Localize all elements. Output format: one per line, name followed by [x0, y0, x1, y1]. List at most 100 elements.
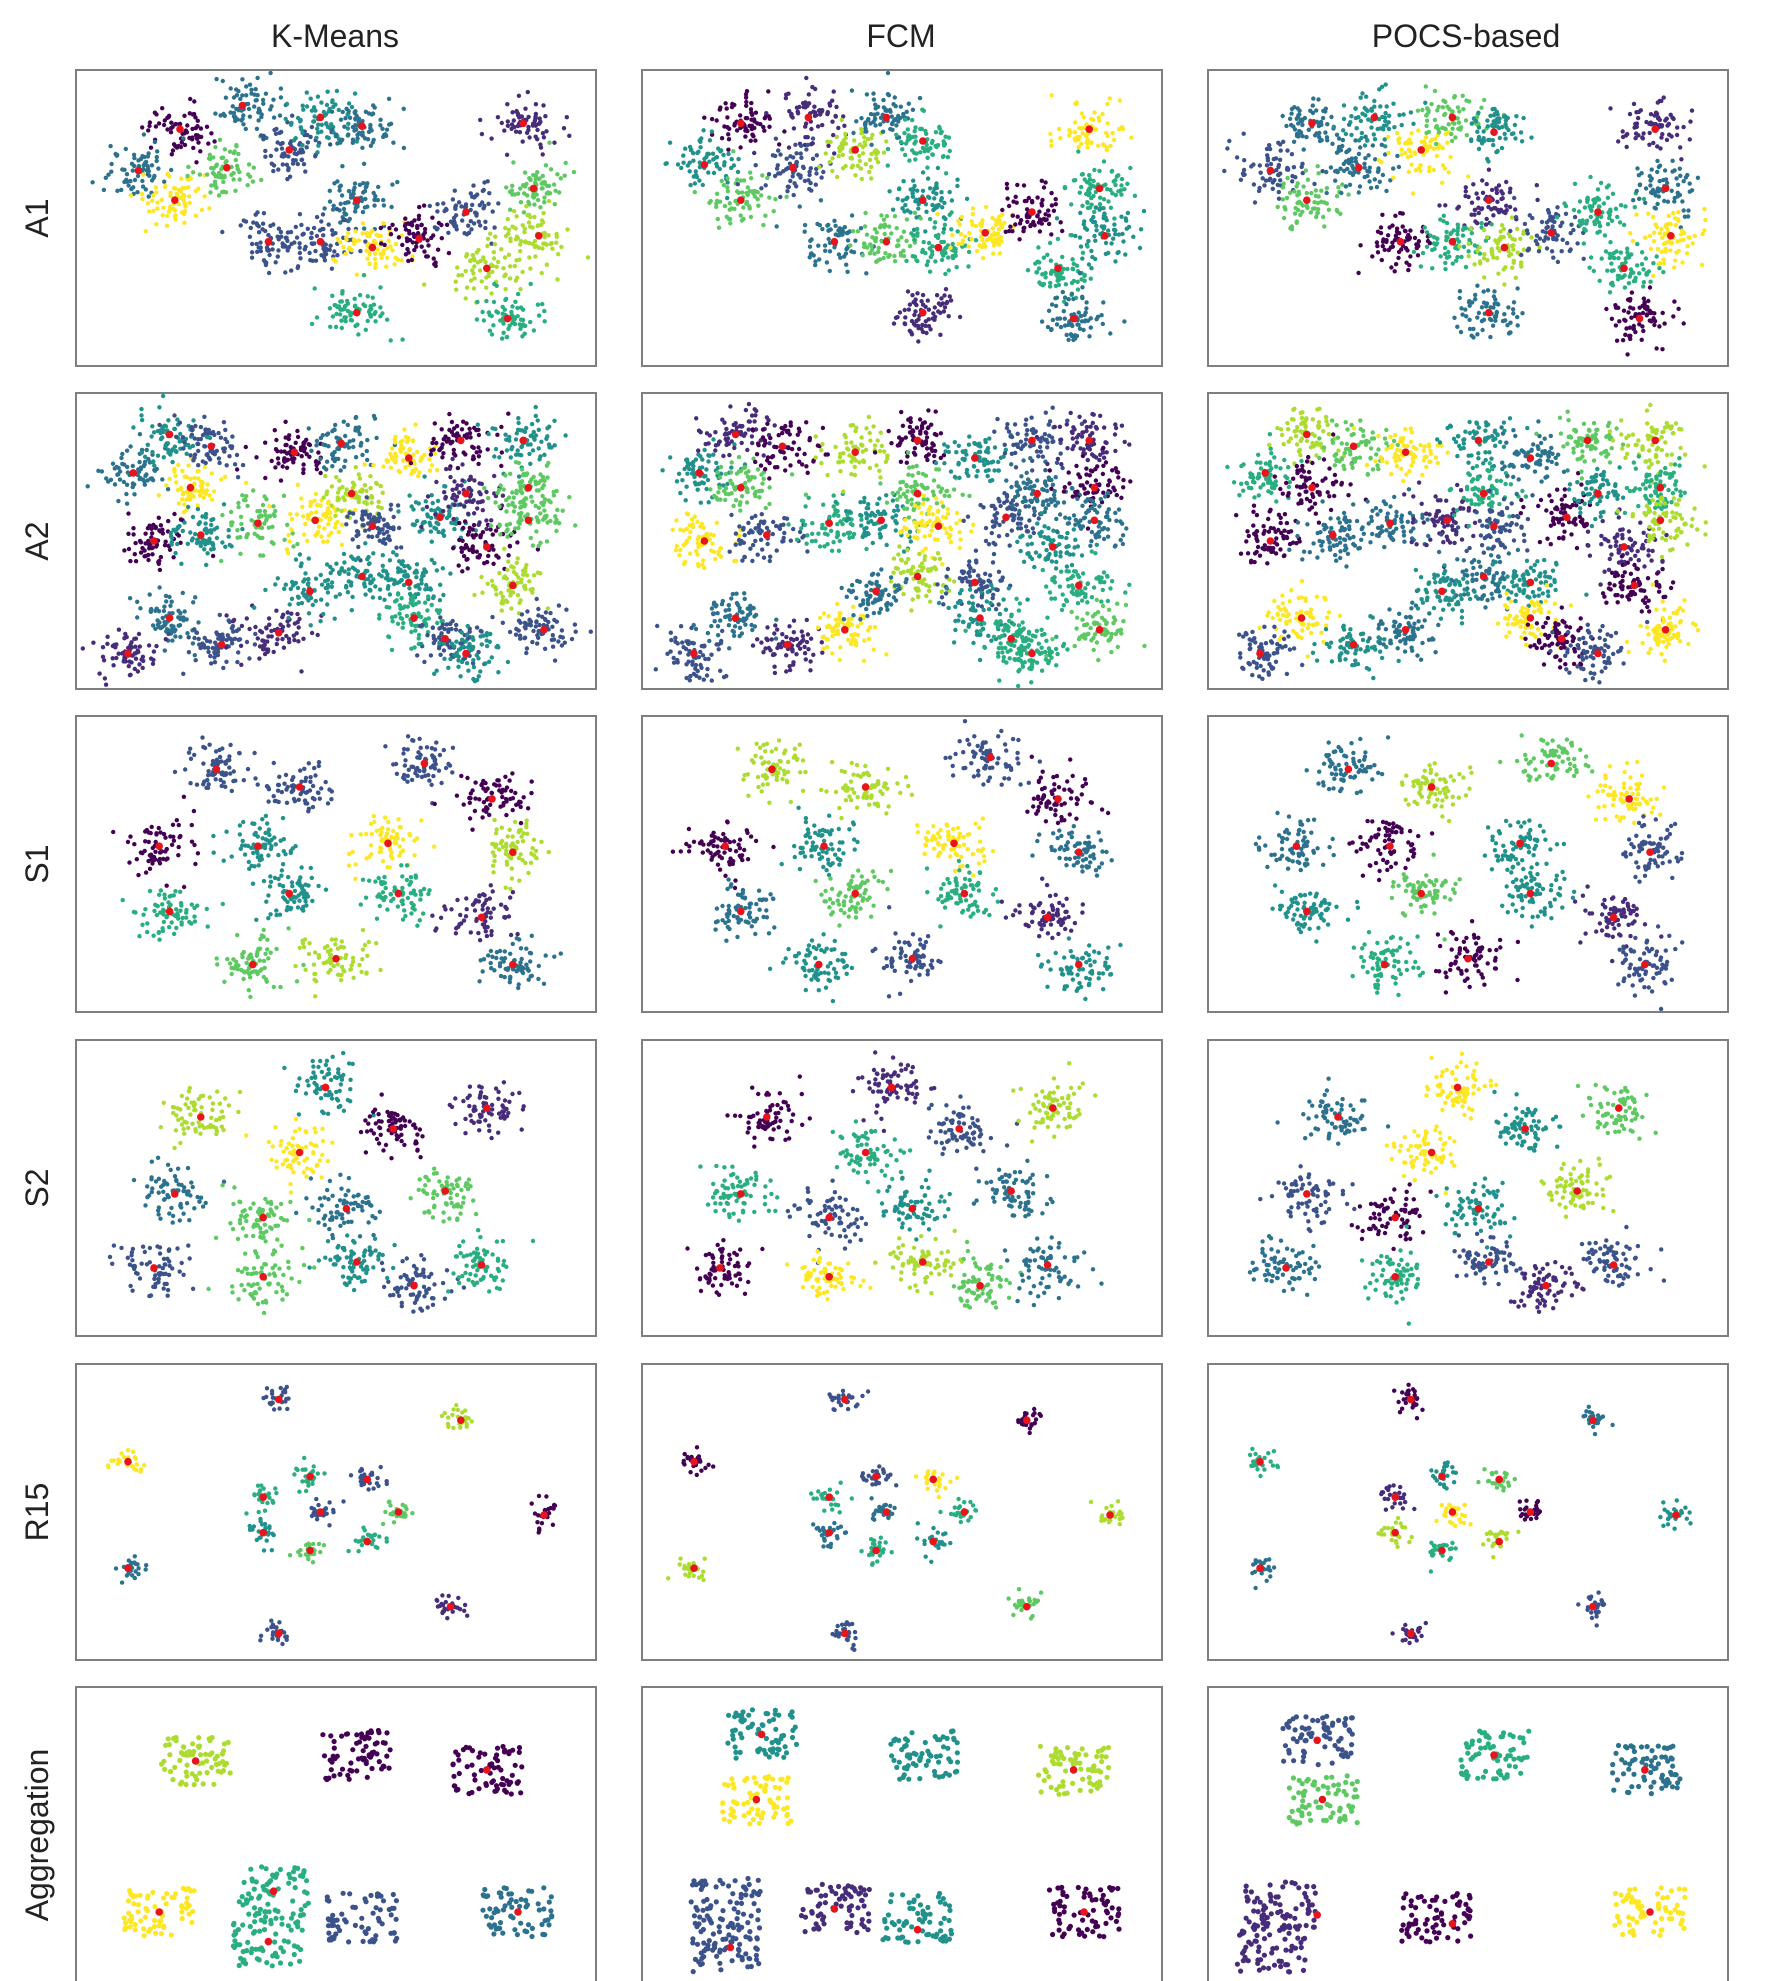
data-point [828, 140, 832, 144]
data-point [328, 142, 332, 146]
data-point [948, 149, 952, 153]
data-point [186, 463, 190, 467]
data-point [254, 455, 258, 459]
data-point [1369, 125, 1373, 129]
data-point [390, 182, 394, 186]
data-point [264, 92, 268, 96]
data-point [862, 135, 866, 139]
data-point [1393, 214, 1397, 218]
data-point [298, 212, 302, 216]
data-point [989, 237, 993, 241]
data-point [1409, 163, 1413, 167]
data-point [244, 481, 248, 485]
data-point [1416, 109, 1420, 113]
data-point [1355, 126, 1359, 130]
data-point [364, 184, 368, 188]
data-point [1534, 239, 1538, 243]
data-point [276, 456, 280, 460]
data-point [767, 125, 771, 129]
data-point [1299, 201, 1303, 205]
data-point [422, 282, 426, 286]
data-point [364, 110, 368, 114]
data-point [1418, 163, 1422, 167]
data-point [1420, 108, 1424, 112]
data-point [1664, 223, 1668, 227]
data-point [162, 180, 166, 184]
data-point [1316, 171, 1320, 175]
data-point [850, 213, 854, 217]
data-point [834, 105, 838, 109]
data-point [1638, 182, 1642, 186]
data-point [156, 429, 160, 433]
data-point [126, 183, 130, 187]
data-point [1480, 139, 1484, 143]
data-point [916, 339, 920, 343]
data-point [283, 270, 287, 274]
data-point [943, 272, 947, 276]
data-point [774, 137, 778, 141]
data-point [282, 458, 286, 462]
data-point [1651, 141, 1655, 145]
data-point [1251, 162, 1255, 166]
data-point [1040, 179, 1044, 183]
data-point [795, 106, 799, 110]
data-point [913, 129, 917, 133]
data-point [916, 206, 920, 210]
data-point [710, 117, 714, 121]
data-point [1503, 132, 1507, 136]
data-point [138, 539, 142, 543]
data-point [1513, 136, 1517, 140]
data-point [301, 104, 305, 108]
data-point [145, 448, 149, 452]
data-point [296, 162, 300, 166]
data-point [804, 147, 808, 151]
data-point [959, 232, 963, 236]
data-point [1296, 115, 1300, 119]
data-point [342, 207, 346, 211]
centroid-marker [317, 238, 325, 246]
data-point [1277, 197, 1281, 201]
data-point [373, 257, 377, 261]
data-point [532, 328, 536, 332]
data-point [1562, 201, 1566, 205]
data-point [341, 110, 345, 114]
data-point [1469, 226, 1473, 230]
data-point [197, 522, 201, 526]
data-point [1622, 318, 1626, 322]
data-point [394, 227, 398, 231]
centroid-marker [1070, 315, 1078, 323]
data-point [300, 131, 304, 135]
data-point [255, 223, 259, 227]
data-point [567, 134, 571, 138]
data-point [372, 138, 376, 142]
data-point [1383, 111, 1387, 115]
centroid-marker [1267, 167, 1275, 175]
data-point [1463, 194, 1467, 198]
data-point [272, 163, 276, 167]
data-point [1463, 307, 1467, 311]
data-point [1485, 157, 1489, 161]
data-point [516, 236, 520, 240]
data-point [371, 296, 375, 300]
data-point [998, 251, 1002, 255]
data-point [162, 123, 166, 127]
data-point [897, 187, 901, 191]
centroid-marker [1501, 244, 1509, 252]
data-point [125, 172, 129, 176]
data-point [341, 218, 345, 222]
data-point [279, 478, 283, 482]
data-point [272, 128, 276, 132]
centroid-marker [1397, 238, 1405, 246]
data-point [1022, 183, 1026, 187]
data-point [816, 124, 820, 128]
data-point [491, 323, 495, 327]
data-point [234, 144, 238, 148]
data-point [263, 149, 267, 153]
data-point [1120, 177, 1124, 181]
data-point [361, 221, 365, 225]
data-point [1593, 197, 1597, 201]
data-point [950, 233, 954, 237]
data-point [1036, 245, 1040, 249]
data-point [586, 255, 590, 259]
data-point [1678, 174, 1682, 178]
